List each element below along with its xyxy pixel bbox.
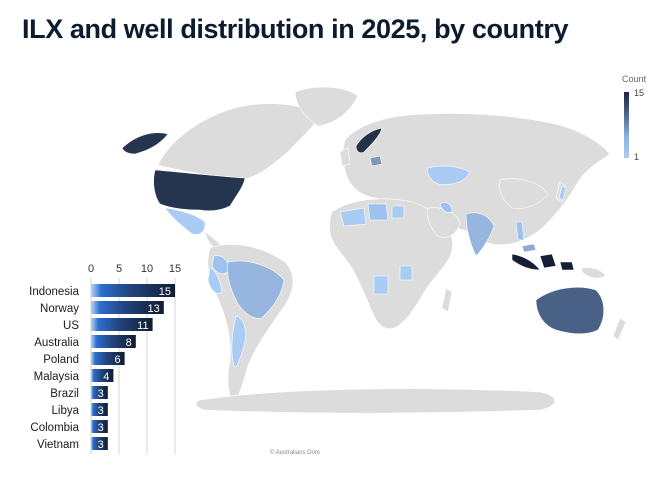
new-zealand <box>612 317 627 341</box>
country-norway <box>355 127 383 154</box>
x-tick-label: 0 <box>88 263 94 275</box>
bar <box>91 284 175 297</box>
country-malaysia <box>521 243 537 253</box>
category-label: Malaysia <box>34 371 80 383</box>
uk <box>339 147 351 167</box>
country-algeria <box>339 207 367 227</box>
value-label: 6 <box>114 354 120 366</box>
canada <box>157 103 321 181</box>
country-peru <box>207 267 223 294</box>
value-label: 11 <box>137 320 148 332</box>
x-tick-label: 10 <box>141 263 153 275</box>
x-tick-label: 5 <box>116 263 122 275</box>
bar <box>91 318 153 331</box>
bar <box>91 420 108 433</box>
country-india <box>465 212 495 257</box>
country-vietnam <box>515 221 525 241</box>
country-egypt <box>391 205 405 219</box>
africa <box>329 198 453 329</box>
category-label: Brazil <box>50 388 79 400</box>
value-label: 13 <box>148 303 160 315</box>
bar-chart: 0 5 10 15 Indonesia Norway US Australia Poland M… <box>29 263 181 454</box>
country-brazil <box>227 260 285 319</box>
category-label: Vietnam <box>37 439 79 451</box>
value-label: 8 <box>126 337 132 349</box>
country-us <box>153 169 246 212</box>
country-angola <box>373 275 389 295</box>
country-kazakhstan <box>427 165 471 185</box>
madagascar <box>441 287 453 313</box>
country-indonesia <box>511 253 575 271</box>
legend-title: Count <box>622 74 647 84</box>
category-label: Indonesia <box>29 286 79 298</box>
category-label: Norway <box>40 303 79 315</box>
bar <box>91 437 108 450</box>
antarctica <box>196 388 556 414</box>
bar <box>91 301 164 314</box>
value-label: 3 <box>98 405 104 417</box>
bar <box>91 335 136 348</box>
value-label: 4 <box>103 371 109 383</box>
color-legend: Count 15 1 <box>612 74 660 164</box>
value-label: 3 <box>98 439 104 451</box>
country-libya <box>367 203 389 221</box>
category-label: Colombia <box>30 422 79 434</box>
country-gulf <box>439 202 453 213</box>
greenland <box>294 86 359 127</box>
country-argentina <box>231 315 246 368</box>
value-label: 15 <box>159 286 171 298</box>
highlighted-countries <box>121 127 605 368</box>
country-china-east <box>499 178 549 209</box>
papua-new-guinea <box>581 267 607 279</box>
legend-gradient-bar <box>624 92 629 158</box>
category-label: US <box>63 320 79 332</box>
legend-max-label: 15 <box>634 88 645 98</box>
value-label: 3 <box>98 388 104 400</box>
country-tanzania <box>399 265 413 281</box>
x-tick-labels: 0 5 10 15 <box>88 263 181 275</box>
bar <box>91 352 125 365</box>
country-australia <box>535 286 605 335</box>
country-japan-hl <box>558 185 567 201</box>
category-label: Poland <box>43 354 79 366</box>
country-mexico <box>164 207 206 235</box>
bars <box>91 284 175 450</box>
x-tick-label: 15 <box>169 263 181 275</box>
land-base <box>157 86 627 414</box>
legend-min-label: 1 <box>634 152 640 162</box>
bar <box>91 403 108 416</box>
bar <box>91 369 114 382</box>
country-alaska <box>121 132 169 155</box>
category-label: Libya <box>52 405 80 417</box>
category-labels: Indonesia Norway US Australia Poland Malaysia… <box>29 286 79 451</box>
country-poland <box>369 155 383 167</box>
map-attribution: © Australians Dom <box>270 450 320 456</box>
category-label: Australia <box>34 337 79 349</box>
chart-title: ILX and well distribution in 2025, by co… <box>22 14 569 44</box>
value-label: 3 <box>98 422 104 434</box>
bar <box>91 386 108 399</box>
